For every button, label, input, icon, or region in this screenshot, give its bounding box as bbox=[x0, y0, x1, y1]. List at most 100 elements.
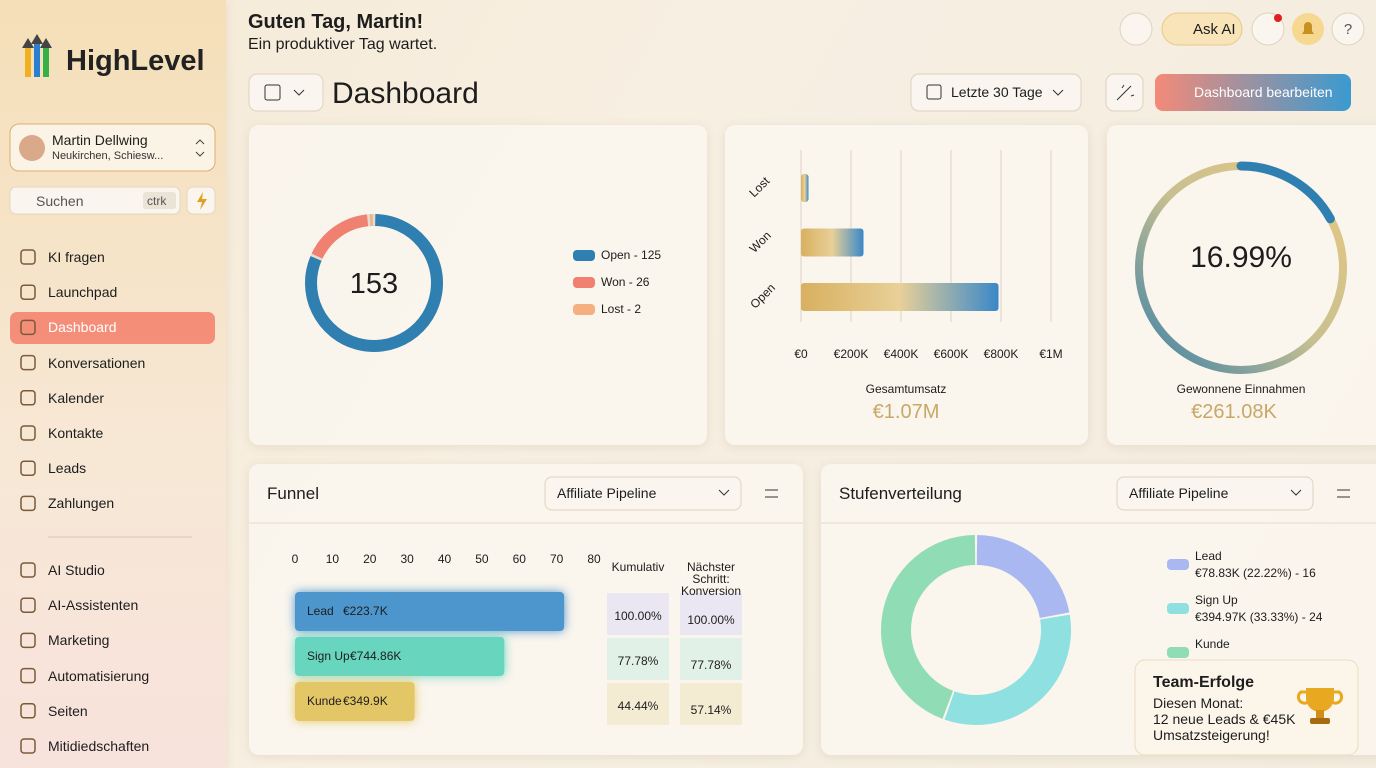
calendar-icon bbox=[926, 84, 942, 100]
bar-label: Kunde bbox=[307, 694, 342, 708]
cell bbox=[607, 593, 669, 635]
nav-item[interactable]: Launchpad bbox=[48, 284, 118, 301]
bar bbox=[801, 283, 999, 311]
cell-value: 77.78% bbox=[617, 654, 659, 668]
bar bbox=[801, 228, 864, 257]
ask-ai-button[interactable] bbox=[1161, 12, 1243, 46]
cell-value: 100.00% bbox=[687, 613, 735, 627]
nav-item[interactable]: Seiten bbox=[48, 702, 88, 719]
filter-icon[interactable] bbox=[1337, 489, 1350, 498]
nav-item[interactable]: Mitidiedschaften bbox=[48, 738, 150, 754]
active-nav-highlight bbox=[10, 312, 215, 344]
chevron-icon bbox=[1290, 489, 1302, 496]
edit-button-label: Dashboard bearbeiten bbox=[1194, 84, 1333, 100]
account-switcher[interactable] bbox=[9, 123, 216, 172]
shortcut-badge bbox=[143, 192, 176, 209]
chevron-icon bbox=[718, 489, 730, 496]
bar bbox=[295, 592, 565, 631]
x-tick-label: 20 bbox=[363, 552, 377, 566]
greeting-subtitle: Ein produktiver Tag wartet. bbox=[248, 36, 438, 53]
nav-icon bbox=[20, 562, 36, 578]
legend-swatch bbox=[1167, 603, 1189, 614]
account-name: Martin Dellwing bbox=[52, 132, 148, 148]
nav-item[interactable]: Kalender bbox=[48, 389, 105, 406]
cell-value: 77.78% bbox=[690, 658, 732, 672]
bar-label: Sign Up bbox=[307, 649, 350, 663]
legend-swatch bbox=[573, 304, 595, 315]
cell bbox=[607, 638, 669, 680]
phone-button[interactable] bbox=[1119, 12, 1153, 46]
column-header: Nächster Schritt: Konversion bbox=[680, 560, 742, 598]
legend-label: Sign Up bbox=[1195, 593, 1238, 607]
nav-item[interactable]: Dashboard bbox=[48, 319, 117, 336]
legend-label: Lead bbox=[1195, 549, 1222, 563]
help-label: ? bbox=[1343, 21, 1353, 38]
legend-swatch bbox=[1167, 559, 1189, 570]
bar bbox=[295, 637, 505, 676]
wand-icon bbox=[1116, 84, 1135, 101]
donut-segment bbox=[944, 614, 1071, 725]
nav-icon bbox=[20, 495, 36, 512]
bolt-icon bbox=[197, 192, 207, 210]
nav-item[interactable]: AI Studio bbox=[48, 562, 105, 578]
gauge-card bbox=[1107, 125, 1376, 445]
edit-button[interactable] bbox=[1155, 74, 1351, 111]
nav-item[interactable]: Marketing bbox=[48, 632, 110, 649]
legend-label: Kunde bbox=[1195, 637, 1230, 651]
date-range-button[interactable] bbox=[910, 73, 1082, 112]
pipeline-select[interactable] bbox=[1116, 476, 1314, 511]
nav-item[interactable]: AI-Assistenten bbox=[48, 597, 139, 614]
nav-icon bbox=[20, 703, 36, 719]
revenue-total: €1.07M bbox=[872, 401, 940, 423]
nav-item[interactable]: Kontakte bbox=[48, 425, 104, 441]
toast-title: Team-Erfolge bbox=[1153, 674, 1255, 691]
gauge-total: €261.08K bbox=[1191, 401, 1277, 423]
nav-item[interactable]: Automatisierung bbox=[48, 667, 150, 684]
nav-item[interactable]: Leads bbox=[48, 460, 87, 477]
search-shortcut: ctrk bbox=[147, 194, 167, 208]
filter-icon[interactable] bbox=[765, 489, 778, 498]
toast-line: 12 neue Leads & €45K bbox=[1153, 711, 1296, 727]
cell bbox=[607, 683, 669, 725]
x-tick-label: €400K bbox=[883, 347, 919, 361]
nav-item[interactable]: Konversationen bbox=[48, 354, 146, 371]
cell-value: 57.14% bbox=[690, 703, 732, 717]
pipeline-label: Affiliate Pipeline bbox=[1129, 485, 1229, 501]
bar-amount: €744.86K bbox=[350, 649, 402, 663]
legend-swatch bbox=[573, 250, 595, 261]
donut-segment bbox=[305, 214, 443, 352]
layout-toggle[interactable] bbox=[248, 73, 324, 112]
layout-icon bbox=[264, 84, 281, 101]
nav-item[interactable]: Zahlungen bbox=[48, 495, 115, 512]
donut-card bbox=[249, 125, 707, 445]
nav-icon bbox=[20, 632, 36, 649]
donut-total: 153 bbox=[349, 268, 399, 300]
cell bbox=[680, 638, 742, 680]
bell-icon bbox=[1302, 22, 1314, 34]
stages-title: Stufenverteilung bbox=[839, 484, 962, 503]
nav-icon bbox=[20, 597, 36, 613]
cell bbox=[680, 683, 742, 725]
date-range-label: Letzte 30 Tage bbox=[951, 84, 1043, 100]
ask-ai-label: Ask AI bbox=[1193, 21, 1236, 38]
logo bbox=[22, 34, 52, 77]
nav-icon bbox=[20, 319, 36, 336]
donut-segment bbox=[976, 535, 1070, 619]
search-box[interactable] bbox=[9, 186, 181, 215]
legend-label: Won - 26 bbox=[601, 275, 650, 289]
x-tick-label: 70 bbox=[549, 552, 564, 566]
nav-icon bbox=[20, 667, 36, 684]
x-tick-label: 80 bbox=[587, 552, 601, 566]
bar bbox=[295, 682, 415, 721]
x-tick-label: 10 bbox=[325, 552, 340, 566]
gauge-arc bbox=[1236, 161, 1335, 224]
pipeline-select[interactable] bbox=[544, 476, 742, 511]
nav-icon bbox=[20, 249, 36, 265]
page-title: Dashboard bbox=[332, 77, 479, 110]
help-button[interactable] bbox=[1331, 12, 1365, 46]
nav-icon bbox=[20, 425, 36, 441]
nav-item[interactable]: KI fragen bbox=[48, 249, 105, 265]
legend-label: Open - 125 bbox=[601, 248, 662, 262]
